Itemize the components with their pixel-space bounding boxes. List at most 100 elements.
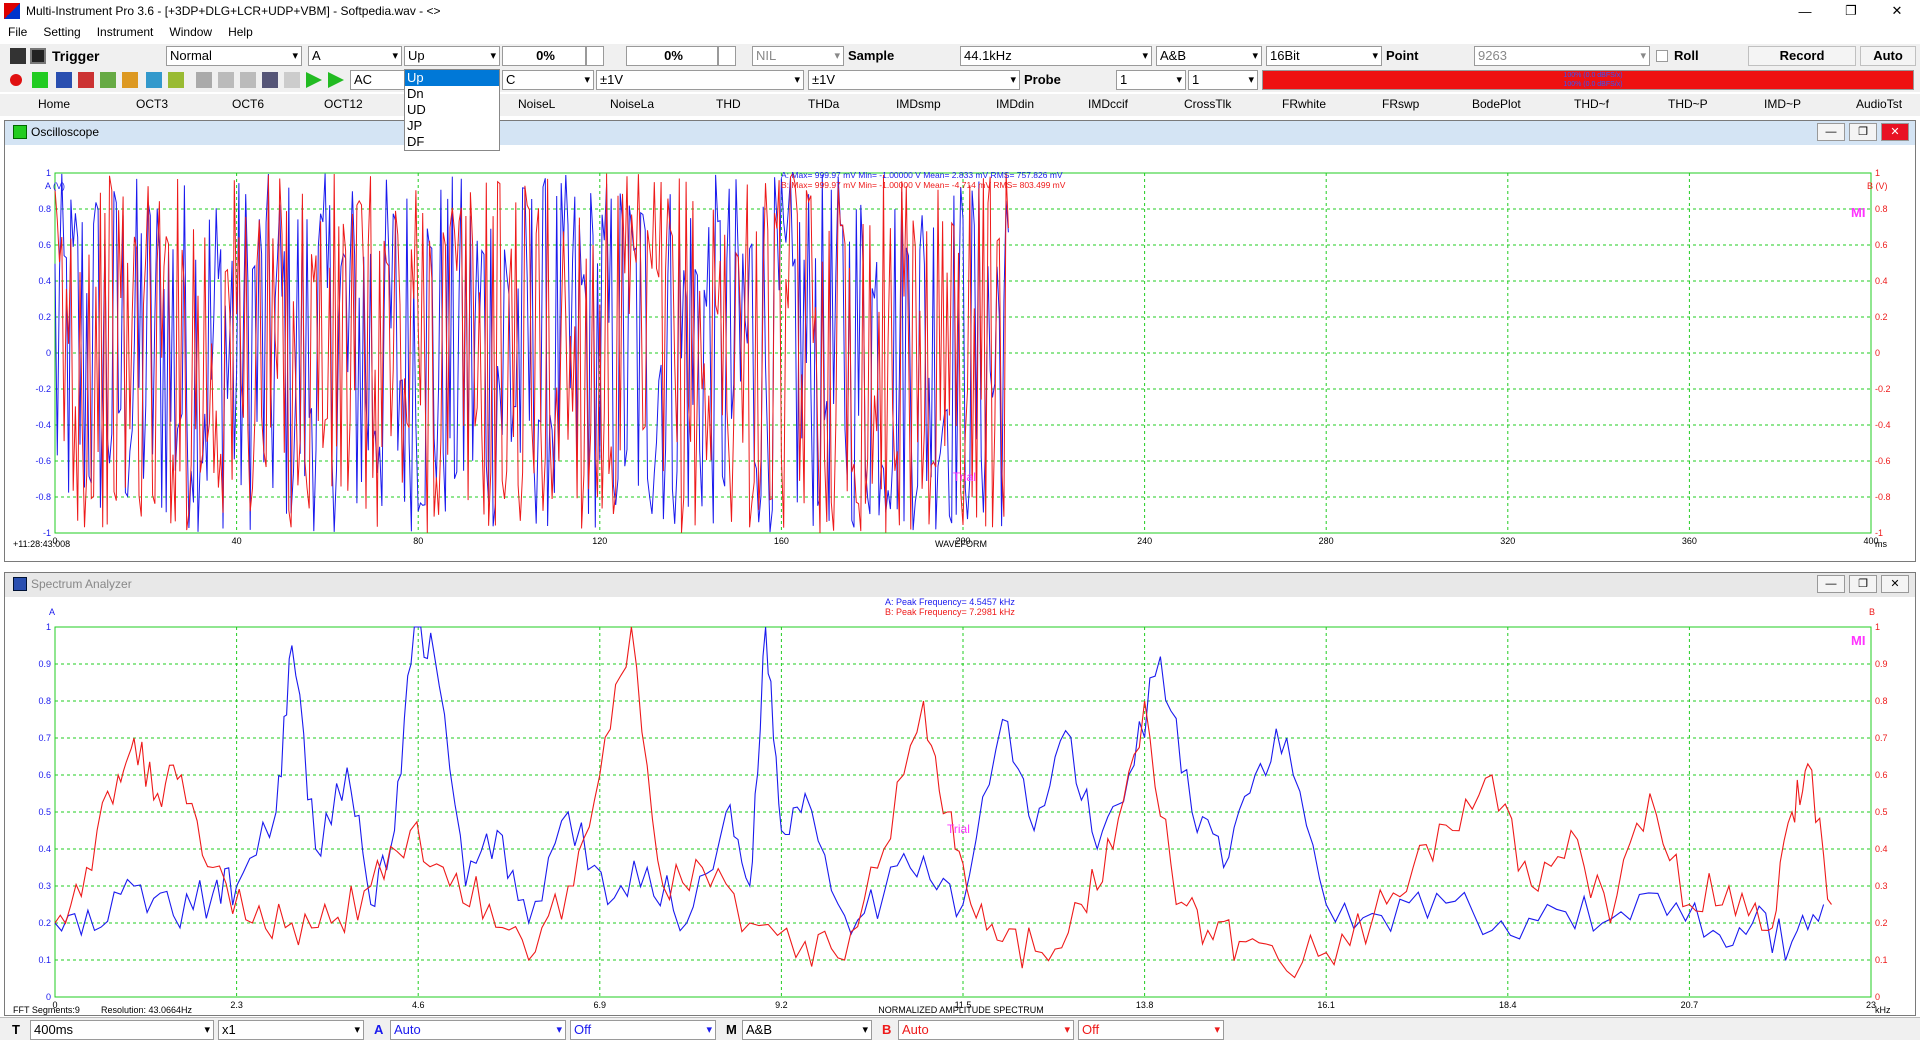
tab-imdccif[interactable]: IMDccif bbox=[1088, 97, 1128, 111]
ddp-icon[interactable] bbox=[146, 72, 162, 88]
math-select[interactable]: A&B bbox=[742, 1020, 872, 1040]
trigger-level-input[interactable]: 0% bbox=[502, 46, 586, 66]
tab-oct3[interactable]: OCT3 bbox=[136, 97, 169, 111]
channel-b-scale-select[interactable]: Auto bbox=[898, 1020, 1074, 1040]
tab-noisel[interactable]: NoiseL bbox=[518, 97, 556, 111]
y-tick-label-left: 1 bbox=[46, 622, 51, 632]
tab-bodeplot[interactable]: BodePlot bbox=[1472, 97, 1521, 111]
trigger-mode-select[interactable]: Normal bbox=[166, 46, 302, 66]
tab-frwhite[interactable]: FRwhite bbox=[1282, 97, 1327, 111]
spectrum-plot[interactable]: 0 2.3 4.6 6.9 9.2 11.5 13.8 16.1 18.4 20.7 23 1 1 0.9… bbox=[5, 597, 1915, 1015]
edge-option-df[interactable]: DF bbox=[407, 134, 425, 149]
menu-window[interactable]: Window bbox=[169, 25, 213, 39]
time-multiplier-select[interactable]: x1 bbox=[218, 1020, 364, 1040]
spec-minimize-button[interactable]: — bbox=[1817, 575, 1845, 593]
save-icon[interactable] bbox=[30, 48, 46, 64]
menu-setting[interactable]: Setting bbox=[43, 25, 81, 39]
spectrum-ticks: 0 2.3 4.6 6.9 9.2 11.5 13.8 16.1 18.4 20.7 23 1 1 0.9… bbox=[38, 622, 1887, 1010]
tab-imdsmp[interactable]: IMDsmp bbox=[896, 97, 941, 111]
trigger-edge-select[interactable]: Up bbox=[404, 46, 500, 66]
edge-option-jp[interactable]: JP bbox=[407, 118, 423, 133]
channel-a-scale-select[interactable]: Auto bbox=[390, 1020, 566, 1040]
trigger-edge-dropdown: Up Dn UD JP DF bbox=[404, 69, 500, 151]
channel-a-off-select[interactable]: Off bbox=[570, 1020, 716, 1040]
osc-ylabel-right: B (V) bbox=[1867, 181, 1888, 191]
tab-frswp[interactable]: FRswp bbox=[1382, 97, 1420, 111]
tab-home[interactable]: Home bbox=[38, 97, 71, 111]
sample-label: Sample bbox=[848, 48, 895, 63]
channel-b-off-select[interactable]: Off bbox=[1078, 1020, 1224, 1040]
tab-thd-f[interactable]: THD~f bbox=[1574, 97, 1610, 111]
play-icon[interactable] bbox=[306, 72, 322, 88]
edge-option-up[interactable]: Up bbox=[405, 70, 499, 86]
calibrate-a-icon[interactable] bbox=[218, 72, 234, 88]
osc-minimize-button[interactable]: — bbox=[1817, 123, 1845, 141]
record-dot-icon[interactable] bbox=[10, 74, 22, 86]
generator-icon[interactable] bbox=[168, 72, 184, 88]
sample-rate-select[interactable]: 44.1kHz bbox=[960, 46, 1152, 66]
tab-thd[interactable]: THD bbox=[716, 97, 741, 111]
range-b-select[interactable]: ±1V bbox=[808, 70, 1020, 90]
oscilloscope-plot[interactable]: 0 40 80 120 160 200 240 280 320 360 400 1 1 0.8 0.8 0.6… bbox=[5, 145, 1915, 561]
probe-a-select[interactable]: 1 bbox=[1116, 70, 1186, 90]
tab-noisela[interactable]: NoiseLa bbox=[610, 97, 655, 111]
tab-oct12[interactable]: OCT12 bbox=[324, 97, 363, 111]
maximize-button[interactable]: ❐ bbox=[1845, 3, 1857, 18]
menu-instrument[interactable]: Instrument bbox=[96, 25, 154, 39]
coupling-a-select[interactable]: AC bbox=[350, 70, 406, 90]
spec-restore-button[interactable]: ❐ bbox=[1849, 575, 1877, 593]
trigger-channel-select[interactable]: A bbox=[308, 46, 402, 66]
tab-thd-p[interactable]: THD~P bbox=[1668, 97, 1708, 111]
y-tick-label-right: 0.5 bbox=[1875, 807, 1888, 817]
auto-button[interactable]: Auto bbox=[1860, 46, 1916, 66]
range-a-select[interactable]: ±1V bbox=[596, 70, 804, 90]
tab-crosstlk[interactable]: CrossTlk bbox=[1184, 97, 1232, 111]
pretrigger-spinner[interactable] bbox=[718, 46, 736, 66]
record-button[interactable]: Record bbox=[1748, 46, 1856, 66]
spectrogram-icon[interactable] bbox=[78, 72, 94, 88]
play-once-icon[interactable] bbox=[328, 72, 344, 88]
channel-mode-select[interactable]: A&B bbox=[1156, 46, 1262, 66]
pretrigger-input[interactable]: 0% bbox=[626, 46, 718, 66]
bit-depth-select[interactable]: 16Bit bbox=[1266, 46, 1382, 66]
multimeter-icon[interactable] bbox=[100, 72, 116, 88]
y-tick-label-left: 0.4 bbox=[38, 844, 51, 854]
phase-icon[interactable] bbox=[122, 72, 138, 88]
minimize-button[interactable]: — bbox=[1798, 3, 1812, 19]
calibrate-b-icon[interactable] bbox=[240, 72, 256, 88]
tab-thda[interactable]: THDa bbox=[808, 97, 840, 111]
menu-help[interactable]: Help bbox=[228, 25, 253, 39]
speaker-icon[interactable] bbox=[284, 72, 300, 88]
osc-close-button[interactable]: ✕ bbox=[1881, 123, 1909, 141]
trigger-level-spinner[interactable] bbox=[586, 46, 604, 66]
close-button[interactable]: ✕ bbox=[1891, 3, 1903, 18]
tab-imd-p[interactable]: IMD~P bbox=[1764, 97, 1802, 111]
spectrum-trace-b bbox=[54, 626, 1832, 979]
nil-select[interactable]: NIL bbox=[752, 46, 844, 66]
x-tick-label: 9.2 bbox=[775, 1000, 788, 1010]
edge-option-ud[interactable]: UD bbox=[407, 102, 426, 117]
edge-option-dn[interactable]: Dn bbox=[407, 86, 424, 101]
tab-audiotst[interactable]: AudioTst bbox=[1856, 97, 1903, 111]
spec-close-button[interactable]: ✕ bbox=[1881, 575, 1909, 593]
roll-checkbox[interactable] bbox=[1656, 50, 1668, 62]
tab-imddin[interactable]: IMDdin bbox=[996, 97, 1035, 111]
time-div-select[interactable]: 400ms bbox=[30, 1020, 214, 1040]
tab-oct6[interactable]: OCT6 bbox=[232, 97, 265, 111]
tools-icon[interactable] bbox=[262, 72, 278, 88]
open-folder-icon[interactable] bbox=[10, 48, 26, 64]
probe-b-select[interactable]: 1 bbox=[1188, 70, 1258, 90]
spec-peak-b: B: Peak Frequency= 7.2981 kHz bbox=[885, 607, 1015, 617]
y-tick-label-left: 0.8 bbox=[38, 696, 51, 706]
spectrum-traces bbox=[54, 626, 1832, 979]
spectrum-icon[interactable] bbox=[56, 72, 72, 88]
point-select[interactable]: 9263 bbox=[1474, 46, 1650, 66]
menu-file[interactable]: File bbox=[8, 25, 28, 39]
oscilloscope-icon[interactable] bbox=[32, 72, 48, 88]
math-label: M bbox=[726, 1022, 737, 1037]
coupling-b-select[interactable]: C bbox=[502, 70, 594, 90]
osc-restore-button[interactable]: ❐ bbox=[1849, 123, 1877, 141]
oscilloscope-icon bbox=[13, 125, 27, 139]
lock-icon[interactable] bbox=[196, 72, 212, 88]
spectrum-window: Spectrum Analyzer — ❐ ✕ 0 2.3 4.6 6.9 9.2 11.… bbox=[4, 572, 1916, 1016]
